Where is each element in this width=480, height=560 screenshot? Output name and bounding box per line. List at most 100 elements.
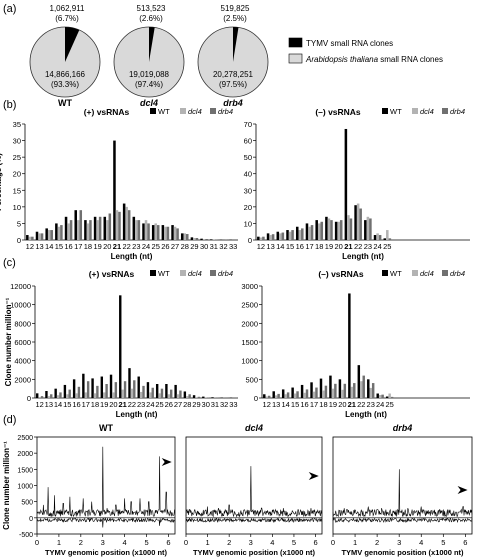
y-tick-label: 1000 — [241, 357, 258, 366]
legend-species: Arabidopsis thaliana — [305, 55, 379, 64]
bar-drb4-26 — [169, 389, 173, 398]
chart-title: (–) vsRNAs — [318, 269, 364, 279]
bar-dcl4-12 — [28, 236, 32, 240]
bar-dcl4-28 — [183, 233, 187, 240]
x-axis-label: TYMV genomic position (x1000 nt) — [193, 548, 316, 557]
legend-label-drb4: drb4 — [218, 107, 233, 116]
panel-genotype-label: drb4 — [393, 423, 413, 433]
bar-dcl4-24 — [376, 233, 379, 240]
bar-wt-23 — [367, 379, 370, 398]
bar-dcl4-20 — [341, 389, 344, 398]
x-tick-label: 22 — [122, 242, 130, 251]
bar-drb4-12 — [31, 236, 34, 240]
y-tick-label: 2500 — [241, 301, 258, 310]
y-tick-label: 50 — [244, 153, 252, 162]
panel-genotype-label: WT — [99, 423, 113, 433]
legend-label-tymv: TYMV small RNA clones — [306, 39, 393, 48]
bar-drb4-14 — [281, 232, 285, 240]
x-tick-label: 16 — [296, 242, 304, 251]
bar-drb4-20 — [339, 220, 343, 240]
bar-wt-15 — [63, 384, 67, 398]
y-tick-label: 60 — [244, 137, 252, 146]
x-tick-label: 31 — [210, 242, 218, 251]
x-tick-label: 22 — [357, 400, 365, 409]
x-tick-label: 25 — [385, 400, 393, 409]
bar-wt-25 — [151, 225, 155, 240]
bar-wt-31 — [210, 239, 213, 240]
bar-drb4-15 — [291, 230, 294, 240]
legend-label-drb4: drb4 — [450, 107, 465, 116]
x-tick-label: 17 — [310, 400, 318, 409]
bar-wt-17 — [82, 373, 85, 398]
bar-wt-19 — [100, 376, 104, 398]
y-tick-label: 20 — [13, 170, 21, 179]
bar-dcl4-16 — [303, 392, 306, 398]
bar-wt-25 — [385, 396, 389, 398]
legend-label-arabidopsis: Arabidopsis thaliana small RNA clones — [305, 55, 443, 64]
bar-drb4-18 — [96, 385, 99, 398]
bar-drb4-22 — [359, 208, 362, 240]
x-tick-label: 29 — [192, 400, 200, 409]
bar-drb4-13 — [50, 394, 53, 398]
x-tick-label: 24 — [373, 242, 381, 251]
y-tick-label: 0 — [17, 236, 21, 245]
bar-wt-13 — [45, 391, 48, 398]
bar-drb4-16 — [69, 220, 73, 240]
bar-drb4-16 — [77, 386, 81, 398]
x-tick-label: 3 — [101, 538, 105, 547]
arabidopsis-count: 20,278,251 — [213, 70, 254, 79]
bar-wt-21 — [113, 140, 116, 240]
x-tick-label: 21 — [344, 242, 352, 251]
bar-wt-13 — [272, 391, 275, 398]
bar-wt-18 — [84, 220, 87, 240]
pie-slice-tymv — [65, 27, 80, 62]
panel-label: (b) — [3, 99, 16, 111]
y-tick-label: 0 — [254, 394, 258, 403]
legend-label-wt: WT — [158, 269, 170, 278]
bar-drb4-17 — [86, 381, 90, 398]
x-tick-label: 25 — [155, 400, 163, 409]
legend-label-drb4: drb4 — [450, 269, 465, 278]
x-tick-label: 21 — [348, 400, 356, 409]
x-tick-label: 29 — [190, 242, 198, 251]
x-tick-label: 2 — [375, 538, 379, 547]
y-tick-label: 1500 — [241, 338, 258, 347]
bar-wt-18 — [91, 378, 94, 398]
x-tick-label: 0 — [331, 538, 335, 547]
arrowhead-icon — [161, 458, 172, 466]
y-tick-label: 30 — [244, 186, 252, 195]
tymv-percent: (6.7%) — [55, 14, 79, 23]
y-tick-label: 15 — [13, 186, 21, 195]
bar-drb4-26 — [166, 226, 170, 240]
x-tick-label: 33 — [229, 242, 237, 251]
x-tick-label: 1 — [206, 538, 210, 547]
bar-wt-17 — [310, 382, 313, 398]
bar-dcl4-24 — [378, 395, 382, 398]
coverage-line-sense — [332, 469, 473, 518]
bar-drb4-28 — [188, 394, 191, 398]
legend-species-rest: small RNA clones — [378, 55, 443, 64]
x-tick-label: 21 — [118, 400, 126, 409]
tymv-count: 513,523 — [137, 4, 166, 13]
x-tick-label: 19 — [100, 400, 108, 409]
x-tick-label: 28 — [181, 242, 189, 251]
x-axis-label: Length (nt) — [345, 410, 387, 419]
bar-wt-14 — [281, 389, 285, 398]
bar-drb4-12 — [267, 395, 271, 398]
x-axis-label: Length (nt) — [342, 252, 384, 261]
x-tick-label: 22 — [128, 400, 136, 409]
x-tick-label: 6 — [166, 538, 170, 547]
legend-label-wt: WT — [390, 107, 402, 116]
legend-label-wt: WT — [158, 107, 170, 116]
legend-swatch-drb4 — [210, 108, 216, 114]
x-tick-label: 1 — [353, 538, 357, 547]
legend-label-drb4: drb4 — [218, 269, 233, 278]
y-tick-label: 2000 — [241, 319, 258, 328]
bar-wt-13 — [266, 233, 270, 240]
x-axis-label: Length (nt) — [111, 252, 153, 261]
y-tick-label: 40 — [244, 170, 252, 179]
x-tick-label: 18 — [319, 400, 327, 409]
x-tick-label: 14 — [45, 242, 53, 251]
bar-drb4-14 — [50, 230, 53, 240]
x-tick-label: 23 — [137, 400, 145, 409]
